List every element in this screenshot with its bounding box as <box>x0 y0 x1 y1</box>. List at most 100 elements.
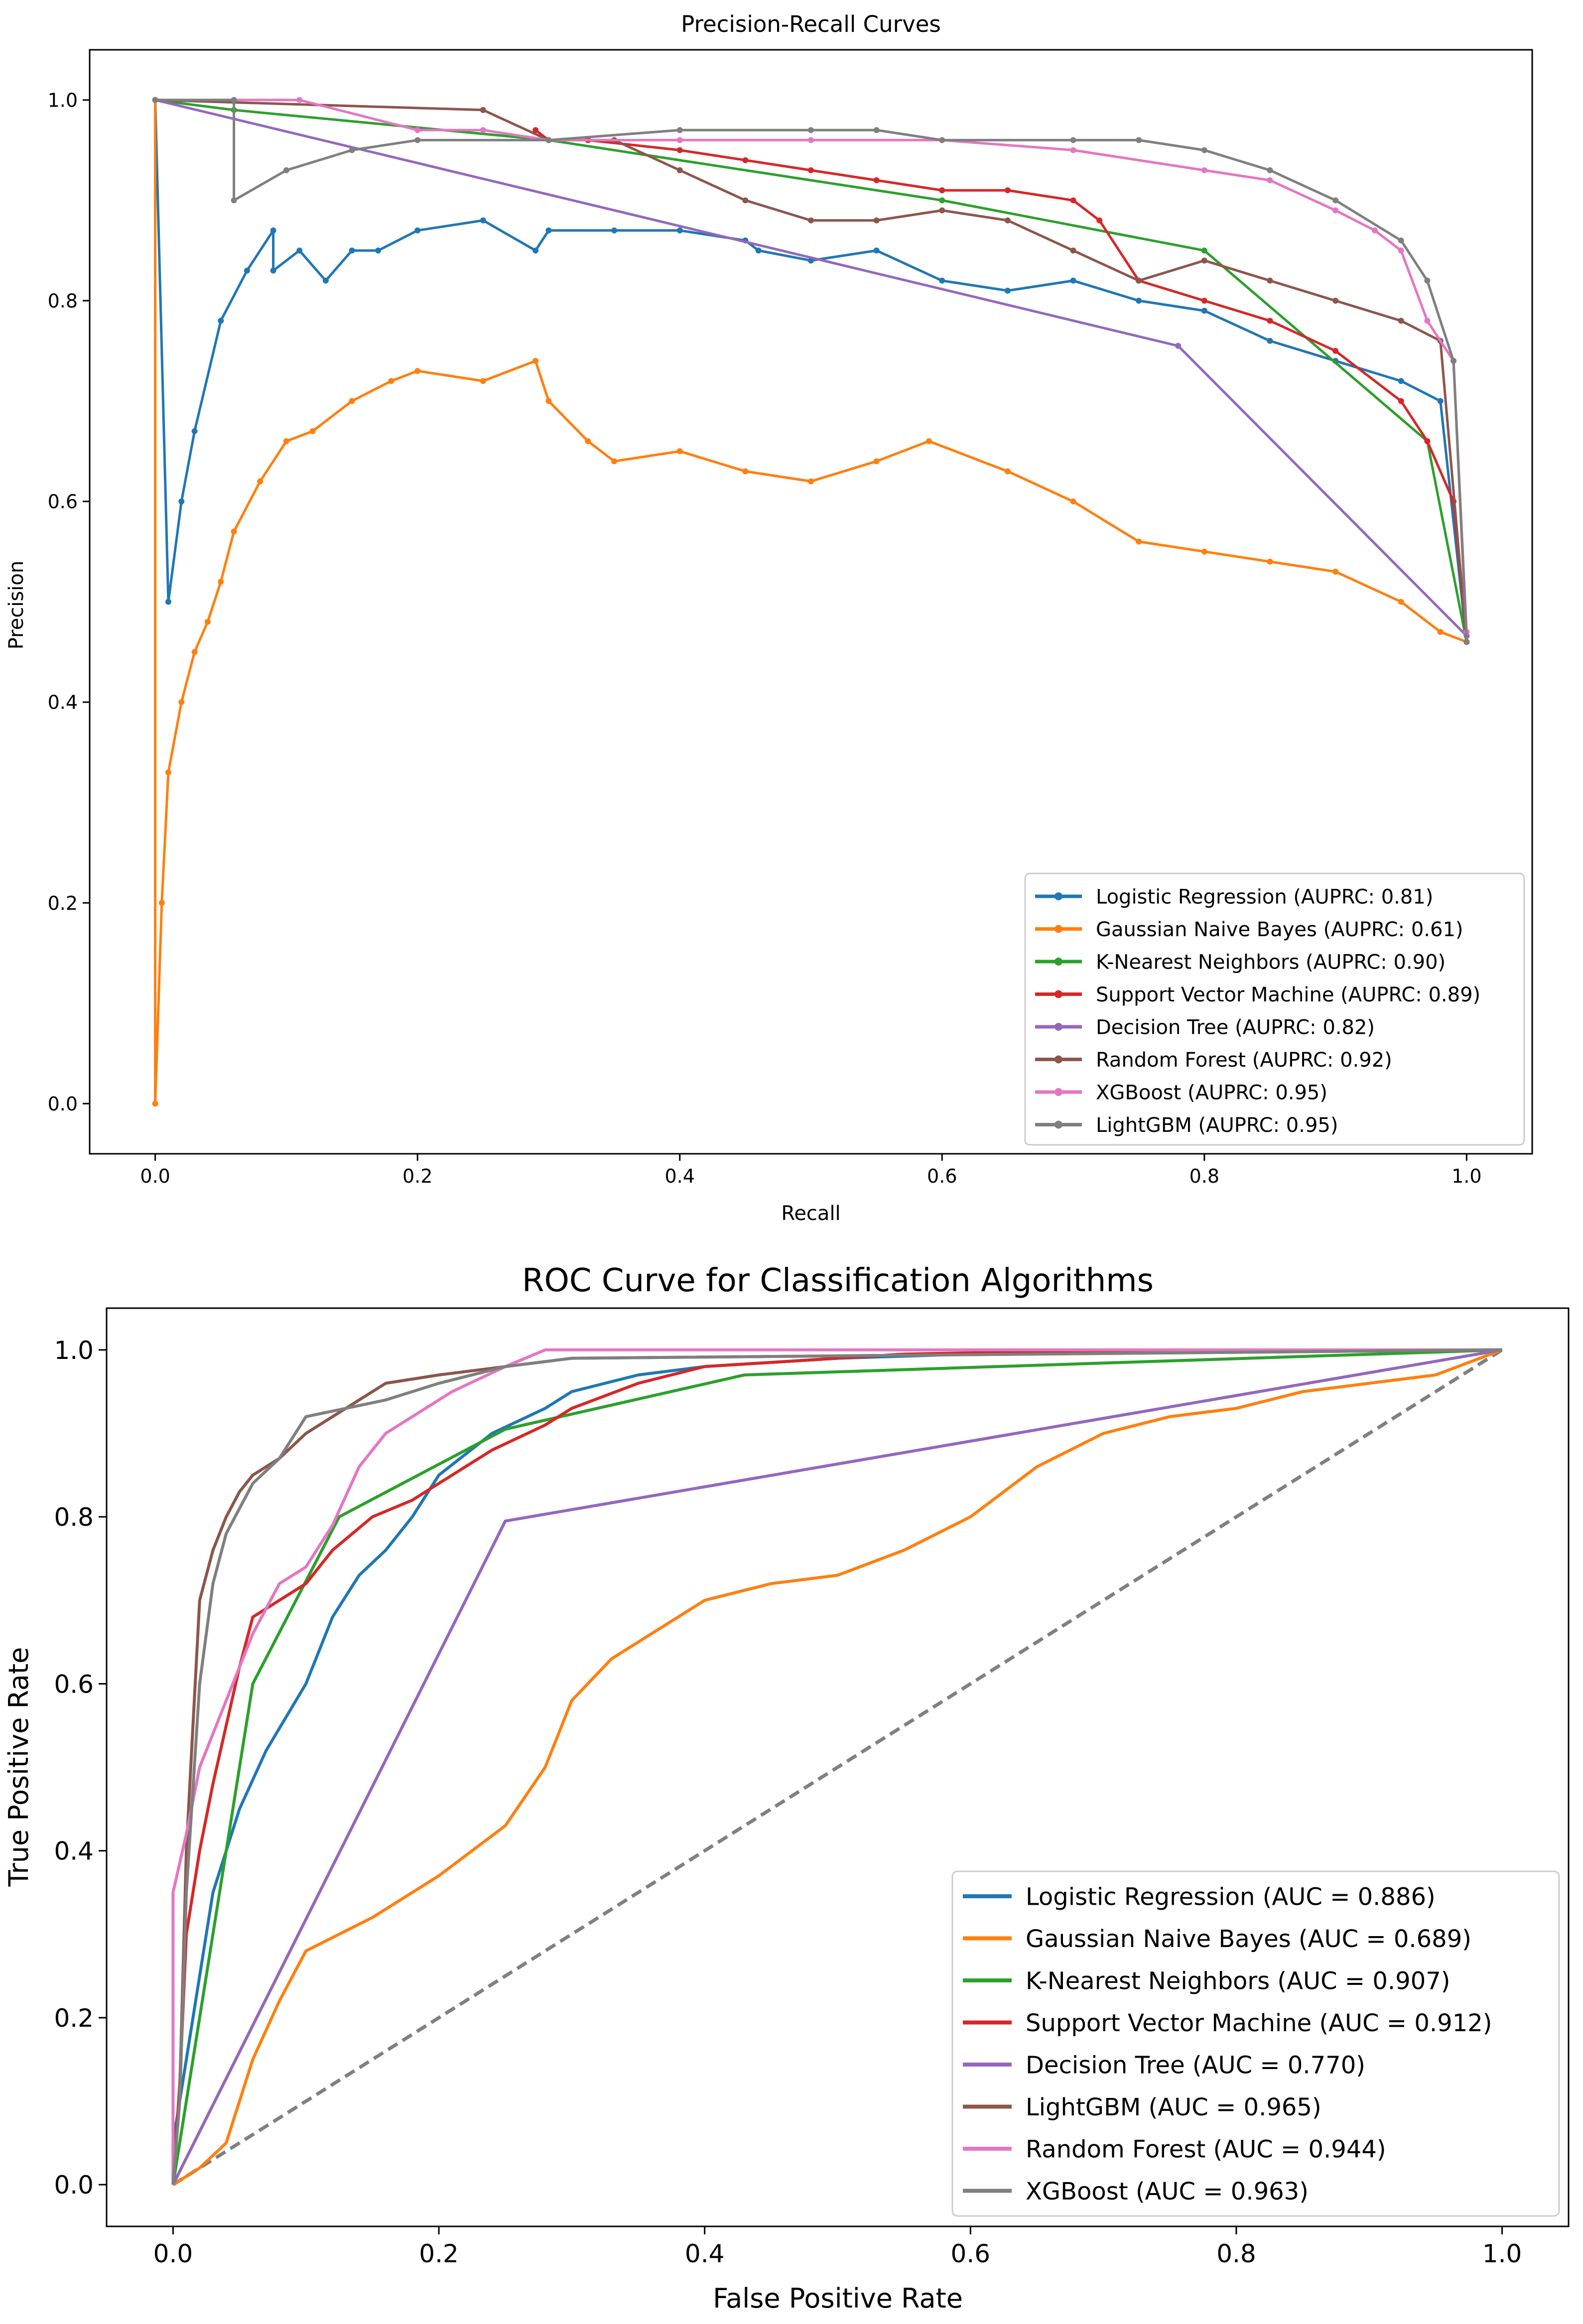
pr-data-point <box>939 137 945 143</box>
pr-legend-label-7: LightGBM (AUPRC: 0.95) <box>1096 1114 1338 1137</box>
roc-legend-label-3: Support Vector Machine (AUC = 0.912) <box>1026 2009 1492 2037</box>
pr-data-point <box>1004 217 1011 224</box>
roc-y-axis-label: True Positive Rate <box>3 1647 34 1887</box>
pr-data-point <box>676 448 683 455</box>
pr-data-point <box>349 147 355 153</box>
pr-x-tick-label: 0.4 <box>665 1165 695 1187</box>
pr-data-point <box>1070 247 1076 254</box>
pr-data-point <box>1136 277 1142 284</box>
pr-legend-marker <box>1055 1023 1062 1031</box>
roc-y-tick-label: 1.0 <box>54 1336 94 1365</box>
pr-data-point <box>218 579 224 585</box>
pr-legend-label-1: Gaussian Naive Bayes (AUPRC: 0.61) <box>1096 918 1463 941</box>
pr-data-point <box>152 97 158 103</box>
roc-y-tick-label: 0.6 <box>54 1670 94 1699</box>
pr-data-point <box>1424 438 1431 445</box>
roc-legend-items: Logistic Regression (AUC = 0.886) Gaussia… <box>963 1883 1492 2205</box>
pr-data-point <box>1136 137 1142 143</box>
pr-axes-frame <box>89 49 1533 1155</box>
pr-data-point <box>1398 398 1404 404</box>
pr-legend-label-6: XGBoost (AUPRC: 0.95) <box>1096 1081 1327 1104</box>
pr-y-tick-label: 1.0 <box>48 89 78 111</box>
pr-legend-marker <box>1055 958 1062 966</box>
pr-data-point <box>270 227 276 234</box>
roc-x-ticks: 0.0 0.2 0.4 0.6 0.8 1.0 <box>153 2226 1522 2268</box>
roc-legend-label-1: Gaussian Naive Bayes (AUC = 0.689) <box>1026 1925 1471 1953</box>
pr-data-point <box>1096 217 1103 224</box>
pr-data-point <box>532 358 539 364</box>
roc-chart: ROC Curve for Classification Algorithms … <box>3 1262 1570 2314</box>
pr-y-axis-label: Precision <box>5 561 28 649</box>
pr-series-line-0 <box>154 100 1468 642</box>
roc-series-line-2 <box>171 1348 1502 2185</box>
pr-data-point <box>244 267 250 274</box>
pr-legend-items: Logistic Regression (AUPRC: 0.81) Gaussia… <box>1035 885 1480 1137</box>
pr-data-point <box>545 227 552 234</box>
pr-data-point <box>873 247 880 254</box>
pr-data-point <box>1267 277 1273 284</box>
pr-data-point <box>375 247 382 254</box>
pr-legend-label-4: Decision Tree (AUPRC: 0.82) <box>1096 1016 1375 1039</box>
pr-data-point <box>808 167 814 173</box>
pr-data-point <box>231 197 237 204</box>
roc-series-line-5 <box>171 1348 1502 2185</box>
pr-data-point <box>1070 137 1076 143</box>
pr-data-point <box>1398 247 1404 254</box>
pr-data-point <box>676 227 683 234</box>
pr-data-point <box>676 147 683 153</box>
pr-plot-area <box>152 97 1470 1107</box>
roc-axes-frame <box>106 1307 1570 2227</box>
roc-legend-label-7: XGBoost (AUC = 0.963) <box>1026 2178 1309 2205</box>
pr-data-point <box>939 187 945 194</box>
pr-data-point <box>742 157 749 163</box>
pr-legend-marker <box>1055 1120 1062 1129</box>
roc-series-line-4 <box>171 1348 1503 2186</box>
pr-y-tick-label: 0.6 <box>48 491 78 513</box>
pr-data-point <box>1070 498 1076 504</box>
pr-y-ticks: 0.0 0.2 0.4 0.6 0.8 1.0 <box>48 89 90 1115</box>
pr-data-point <box>1267 558 1273 565</box>
pr-data-point <box>349 247 355 254</box>
roc-x-tick-label: 0.6 <box>951 2239 991 2268</box>
pr-data-point <box>611 458 618 465</box>
pr-x-tick-label: 1.0 <box>1451 1165 1481 1187</box>
pr-data-point <box>204 618 211 625</box>
pr-legend-marker <box>1055 892 1062 900</box>
pr-data-point <box>925 438 932 445</box>
pr-data-point <box>283 438 289 445</box>
pr-data-point <box>231 97 237 103</box>
pr-data-point <box>808 478 814 485</box>
pr-legend-marker <box>1055 1088 1062 1096</box>
pr-data-point <box>480 127 486 133</box>
roc-legend-box <box>951 1870 1560 2217</box>
pr-legend-label-5: Random Forest (AUPRC: 0.92) <box>1096 1049 1392 1072</box>
pr-data-point <box>1332 297 1339 304</box>
pr-data-point <box>1372 227 1378 234</box>
pr-data-point <box>1267 318 1273 324</box>
pr-data-point <box>808 217 814 224</box>
pr-data-point <box>1070 197 1076 204</box>
pr-y-tick-label: 0.8 <box>48 290 78 312</box>
pr-data-point <box>1201 257 1207 264</box>
pr-data-point <box>296 97 303 103</box>
pr-legend-marker <box>1055 1055 1062 1064</box>
pr-data-point <box>1201 308 1207 314</box>
pr-data-point <box>873 458 880 465</box>
pr-data-point <box>532 127 539 133</box>
pr-data-point <box>296 247 303 254</box>
pr-x-tick-label: 0.8 <box>1189 1165 1219 1187</box>
pr-data-point <box>939 197 945 204</box>
pr-data-point <box>1398 378 1404 384</box>
pr-data-point <box>480 107 486 113</box>
pr-data-point <box>676 137 683 143</box>
roc-series-line-7 <box>171 1348 1502 2185</box>
pr-legend-marker <box>1055 990 1062 998</box>
pr-data-point <box>532 247 539 254</box>
roc-chance-line <box>172 1348 1503 2187</box>
roc-x-tick-label: 0.0 <box>153 2239 193 2268</box>
pr-data-point <box>1267 177 1273 184</box>
pr-data-point <box>178 699 185 706</box>
pr-data-point <box>414 127 421 133</box>
pr-data-point <box>1424 318 1431 324</box>
